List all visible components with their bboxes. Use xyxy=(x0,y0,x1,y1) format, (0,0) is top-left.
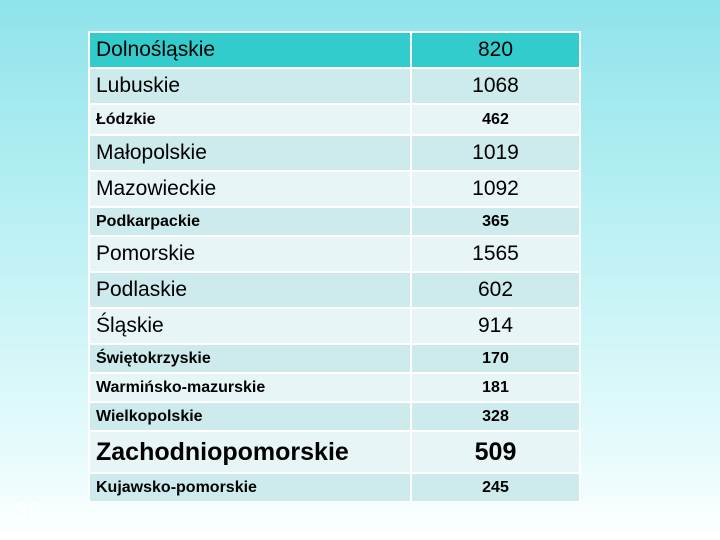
table-row: Łódzkie 462 xyxy=(88,103,581,136)
region-value: 820 xyxy=(410,31,581,69)
region-name: Wielkopolskie xyxy=(88,401,412,432)
region-value: 914 xyxy=(410,307,581,345)
table-row: Dolnośląskie 820 xyxy=(88,31,581,69)
region-name: Podkarpackie xyxy=(88,206,412,237)
region-table: Dolnośląskie 820 Lubuskie 1068 Łódzkie 4… xyxy=(88,31,581,503)
region-name: Podlaskie xyxy=(88,271,412,309)
table-row: Świętokrzyskie 170 xyxy=(88,343,581,374)
region-value: 181 xyxy=(410,372,581,403)
region-name: Dolnośląskie xyxy=(88,31,412,69)
slide-number: 30 xyxy=(16,498,41,523)
region-name: Warmińsko-mazurskie xyxy=(88,372,412,403)
table-row: Małopolskie 1019 xyxy=(88,134,581,172)
region-value: 1565 xyxy=(410,235,581,273)
region-value: 462 xyxy=(410,103,581,136)
region-value: 602 xyxy=(410,271,581,309)
region-value: 1092 xyxy=(410,170,581,208)
table-row: Lubuskie 1068 xyxy=(88,67,581,105)
region-name: Mazowieckie xyxy=(88,170,412,208)
table-row: Wielkopolskie 328 xyxy=(88,401,581,432)
region-value: 328 xyxy=(410,401,581,432)
region-value: 170 xyxy=(410,343,581,374)
table-row: Pomorskie 1565 xyxy=(88,235,581,273)
region-name: Łódzkie xyxy=(88,103,412,136)
region-name: Lubuskie xyxy=(88,67,412,105)
table-row: Podkarpackie 365 xyxy=(88,206,581,237)
table-row: Warmińsko-mazurskie 181 xyxy=(88,372,581,403)
region-value: 1068 xyxy=(410,67,581,105)
region-name: Małopolskie xyxy=(88,134,412,172)
table-row: Zachodniopomorskie 509 xyxy=(88,430,581,474)
table-row: Podlaskie 602 xyxy=(88,271,581,309)
table-row: Kujawsko-pomorskie 245 xyxy=(88,472,581,503)
table-row: Mazowieckie 1092 xyxy=(88,170,581,208)
table-row: Śląskie 914 xyxy=(88,307,581,345)
region-value: 245 xyxy=(410,472,581,503)
region-name: Śląskie xyxy=(88,307,412,345)
region-value: 365 xyxy=(410,206,581,237)
region-value: 509 xyxy=(410,430,581,474)
region-name: Świętokrzyskie xyxy=(88,343,412,374)
region-name: Zachodniopomorskie xyxy=(88,430,412,474)
region-name: Pomorskie xyxy=(88,235,412,273)
region-name: Kujawsko-pomorskie xyxy=(88,472,412,503)
region-value: 1019 xyxy=(410,134,581,172)
